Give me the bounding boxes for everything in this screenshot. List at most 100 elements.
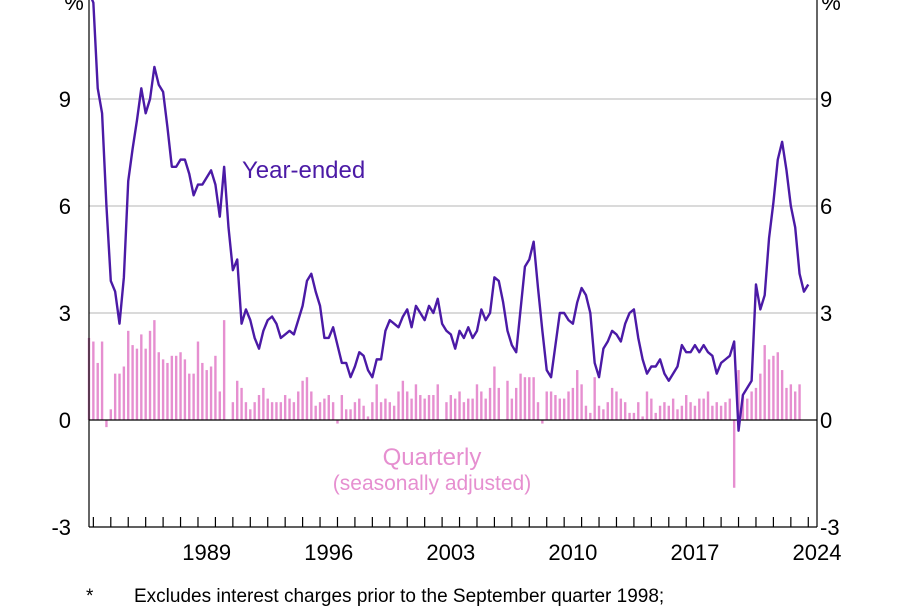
quarterly-bar xyxy=(645,391,649,420)
quarterly-bar xyxy=(576,370,579,420)
quarterly-bar xyxy=(532,377,535,420)
axes xyxy=(88,0,818,528)
quarterly-bar xyxy=(257,395,261,420)
quarterly-bar xyxy=(327,395,330,420)
quarterly-bar xyxy=(318,402,322,420)
y-tick-label-right: 6 xyxy=(820,194,832,219)
quarterly-bar xyxy=(270,402,274,420)
quarterly-bar xyxy=(780,370,784,420)
quarterly-bar xyxy=(279,402,283,420)
quarterly-bar xyxy=(96,362,99,420)
footnote-text: Excludes interest charges prior to the S… xyxy=(134,586,665,607)
year-ended-line xyxy=(90,0,810,432)
quarterly-bar xyxy=(109,409,112,420)
quarterly-bar xyxy=(545,391,548,420)
series-label-quarterly: Quarterly xyxy=(383,444,482,471)
quarterly-bar xyxy=(266,398,269,420)
quarterly-bar xyxy=(188,373,191,420)
quarterly-bar xyxy=(214,355,217,420)
x-tick-labels: 1989 1996 2003 2010 2017 2024 xyxy=(182,540,841,565)
quarterly-bar xyxy=(628,412,631,420)
quarterly-bar xyxy=(240,387,243,420)
quarterly-bar xyxy=(153,320,156,420)
quarterly-bar xyxy=(100,341,104,420)
quarterly-bar xyxy=(183,359,187,420)
quarterly-bar xyxy=(528,377,531,420)
quarterly-bar xyxy=(205,370,208,420)
quarterly-bar xyxy=(693,405,697,420)
y-tick-label-right: 9 xyxy=(820,87,832,112)
quarterly-bar xyxy=(362,405,365,420)
quarterly-bar xyxy=(262,387,265,420)
y-tick-label-right: 3 xyxy=(820,301,832,326)
quarterly-bar xyxy=(371,402,374,420)
quarterly-bar xyxy=(222,320,226,420)
quarterly-bar xyxy=(166,362,169,420)
footnote-mark: * xyxy=(86,586,94,607)
quarterly-bar xyxy=(562,398,566,420)
unit-right: % xyxy=(821,0,841,15)
quarterly-bar xyxy=(741,395,745,420)
quarterly-bar xyxy=(536,402,540,420)
quarterly-bar xyxy=(379,402,383,420)
quarterly-bar xyxy=(484,398,487,420)
quarterly-bar xyxy=(445,402,448,420)
quarterly-bar xyxy=(297,391,300,420)
inflation-chart: -3 -30 03 36 69 9 1989 1996 2003 2010 2017 2024 % … xyxy=(51,0,841,565)
y-tick-labels: -3 -3 0 0 3 3 6 6 9 9 xyxy=(51,87,839,540)
quarterly-bar xyxy=(174,355,178,420)
quarterly-bar xyxy=(105,420,108,428)
quarterly-bar xyxy=(558,398,562,420)
quarterly-bar xyxy=(715,402,718,420)
y-tick-label-left: 6 xyxy=(59,194,71,219)
quarterly-bar xyxy=(606,402,609,420)
x-tick-label: 2017 xyxy=(670,540,719,565)
quarterly-bar xyxy=(706,391,710,420)
quarterly-bar xyxy=(384,398,387,420)
quarterly-bar xyxy=(767,359,771,420)
quarterly-bar xyxy=(406,391,409,420)
quarterly-bar xyxy=(619,398,623,420)
quarterly-bar xyxy=(589,412,592,420)
quarterly-bar xyxy=(593,377,596,420)
quarterly-bar xyxy=(510,398,514,420)
quarterly-bar xyxy=(436,384,439,420)
quarterly-bar xyxy=(506,380,509,420)
quarterly-bar xyxy=(571,387,575,420)
quarterly-bar xyxy=(340,395,344,420)
quarterly-bar xyxy=(597,405,601,420)
quarterly-bar xyxy=(632,412,636,420)
quarterly-bar xyxy=(397,391,400,420)
quarterly-bar xyxy=(458,391,461,420)
quarterly-bar xyxy=(462,402,466,420)
y-tick-label-right: 0 xyxy=(820,408,832,433)
quarterly-bar xyxy=(488,387,492,420)
quarterly-bar xyxy=(275,402,278,420)
quarterly-bar xyxy=(480,391,483,420)
quarterly-bar xyxy=(131,345,134,420)
quarterly-bar xyxy=(349,409,352,420)
quarterly-bar xyxy=(135,348,139,420)
quarterly-bar xyxy=(310,391,313,420)
quarterly-bar xyxy=(449,395,453,420)
quarterly-bar xyxy=(785,387,788,420)
y-tick-label-left: 9 xyxy=(59,87,71,112)
quarterly-bar xyxy=(794,391,797,420)
quarterly-bar xyxy=(236,380,239,420)
quarterly-bar xyxy=(759,373,762,420)
quarterly-bar xyxy=(737,370,740,420)
quarterly-bar xyxy=(353,402,357,420)
quarterly-bar xyxy=(623,402,627,420)
quarterly-bar xyxy=(724,402,727,420)
quarterly-bar xyxy=(497,387,500,420)
y-tick-label-left: -3 xyxy=(51,515,71,540)
x-tick-label: 2024 xyxy=(793,540,842,565)
quarterly-bar xyxy=(519,373,522,420)
y-tick-label-left: 3 xyxy=(59,301,71,326)
quarterly-bar xyxy=(615,391,618,420)
quarterly-bar xyxy=(453,398,457,420)
quarterly-bar xyxy=(746,398,749,420)
quarterly-bar xyxy=(602,409,605,420)
quarterly-bar xyxy=(671,398,675,420)
quarterly-bar xyxy=(253,402,256,420)
